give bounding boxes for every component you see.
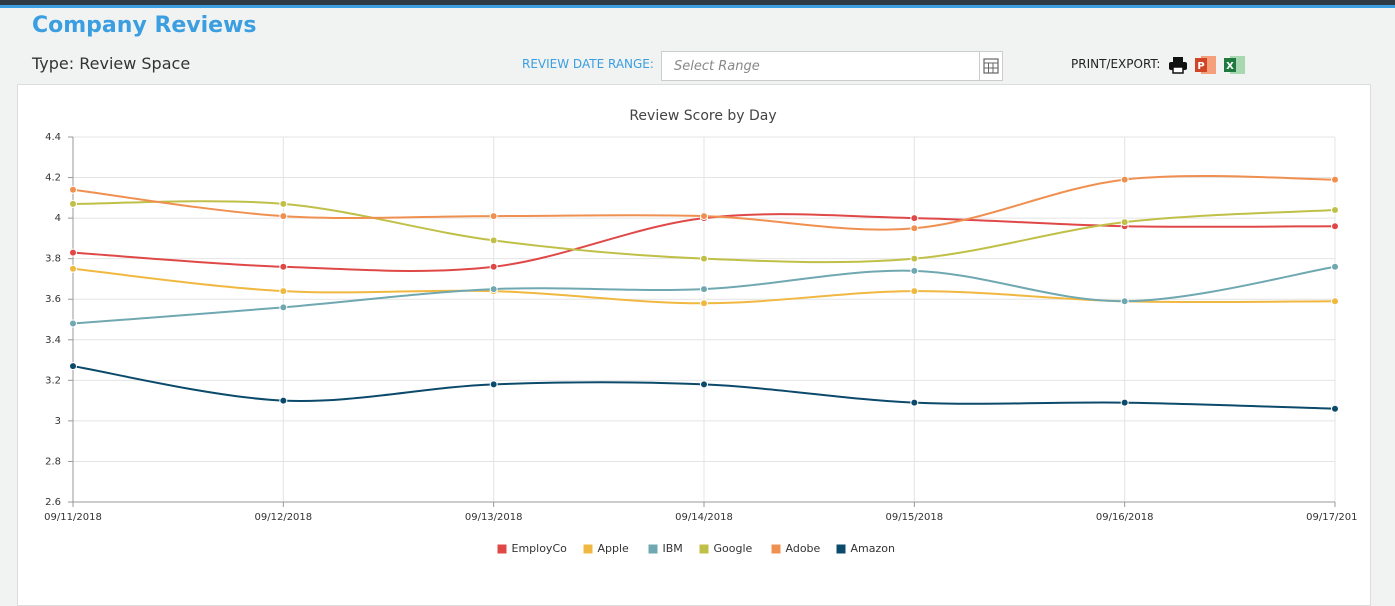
legend-swatch <box>648 544 658 554</box>
data-point <box>1120 218 1129 227</box>
data-point <box>910 214 919 223</box>
x-tick-label: 09/12/2018 <box>255 512 313 523</box>
export-label: PRINT/EXPORT: <box>1071 57 1161 71</box>
date-range-input[interactable]: Select Range <box>661 51 1003 81</box>
legend-label: EmployCo <box>512 542 568 555</box>
data-point <box>69 264 77 273</box>
legend-swatch <box>497 544 507 554</box>
legend-label: Apple <box>598 542 630 555</box>
data-point <box>279 262 288 271</box>
svg-text:P: P <box>1197 61 1204 72</box>
y-tick-label: 2.8 <box>45 456 61 467</box>
data-point <box>910 254 919 263</box>
legend-label: Google <box>714 542 753 555</box>
legend-label: IBM <box>663 542 683 555</box>
y-tick-label: 3 <box>55 416 61 427</box>
data-point <box>489 285 498 294</box>
data-point <box>489 380 498 389</box>
calendar-button[interactable] <box>979 52 1002 80</box>
y-tick-label: 4 <box>55 213 61 224</box>
chart-panel <box>17 84 1371 606</box>
type-label: Type: Review Space <box>32 54 191 73</box>
data-point <box>1120 398 1129 407</box>
data-point <box>69 185 77 194</box>
y-tick-label: 3.2 <box>45 375 61 386</box>
data-point <box>700 299 708 308</box>
x-tick-label: 09/16/2018 <box>1096 512 1154 523</box>
data-point <box>910 287 919 296</box>
data-point <box>910 266 919 275</box>
top-bar <box>0 0 1395 8</box>
data-point <box>700 212 708 221</box>
y-tick-label: 3.6 <box>45 294 61 305</box>
data-point <box>910 224 919 233</box>
date-range-label: REVIEW DATE RANGE: <box>522 57 654 71</box>
y-tick-label: 3.8 <box>45 254 61 265</box>
data-point <box>489 212 498 221</box>
x-labels: 09/11/2018 09/12/2018 09/13/2018 09/14/2018… <box>44 512 1364 523</box>
legend-label: Amazon <box>851 542 895 555</box>
legend-swatch <box>771 544 781 554</box>
data-point <box>279 303 288 312</box>
data-point <box>279 199 288 208</box>
page-title: Company Reviews <box>32 13 257 38</box>
data-point <box>1120 297 1129 306</box>
data-point <box>1331 262 1339 271</box>
data-point <box>69 248 77 257</box>
y-tick-label: 3.4 <box>45 335 61 346</box>
data-point <box>69 319 77 328</box>
x-tick-label: 09/15/2018 <box>886 512 944 523</box>
data-point <box>1120 175 1129 184</box>
print-button[interactable] <box>1168 56 1188 74</box>
data-point <box>69 362 77 371</box>
data-point <box>1331 206 1339 214</box>
chart-title: Review Score by Day <box>629 108 776 124</box>
data-point <box>1331 297 1339 306</box>
chart: Review Score by Day 09/11/2018 09/12/2018… <box>44 108 1364 555</box>
data-point <box>700 285 708 294</box>
data-point <box>279 396 288 405</box>
data-point <box>700 380 708 389</box>
data-point <box>1331 222 1339 231</box>
x-tick-label: 09/17/2018 <box>1306 512 1364 523</box>
data-point <box>489 236 498 245</box>
excel-button[interactable]: X <box>1223 54 1247 76</box>
data-point <box>279 287 288 296</box>
data-point <box>489 262 498 271</box>
legend-swatch <box>836 544 846 554</box>
data-point <box>910 398 919 407</box>
legend-swatch <box>583 544 593 554</box>
legend-label: Adobe <box>786 542 821 555</box>
data-point <box>700 254 708 263</box>
x-tick-label: 09/13/2018 <box>465 512 523 523</box>
data-point <box>1331 404 1339 413</box>
legend-swatch <box>699 544 709 554</box>
y-tick-label: 2.6 <box>45 497 61 508</box>
y-tick-label: 4.2 <box>45 173 61 184</box>
x-tick-label: 09/11/2018 <box>44 512 102 523</box>
data-point <box>1331 175 1339 184</box>
svg-text:X: X <box>1226 61 1234 72</box>
powerpoint-button[interactable]: P <box>1194 54 1218 76</box>
x-tick-label: 09/14/2018 <box>675 512 733 523</box>
data-point <box>279 212 288 221</box>
date-range-placeholder: Select Range <box>674 59 760 74</box>
y-tick-label: 4.4 <box>45 132 61 143</box>
data-point <box>69 199 77 208</box>
